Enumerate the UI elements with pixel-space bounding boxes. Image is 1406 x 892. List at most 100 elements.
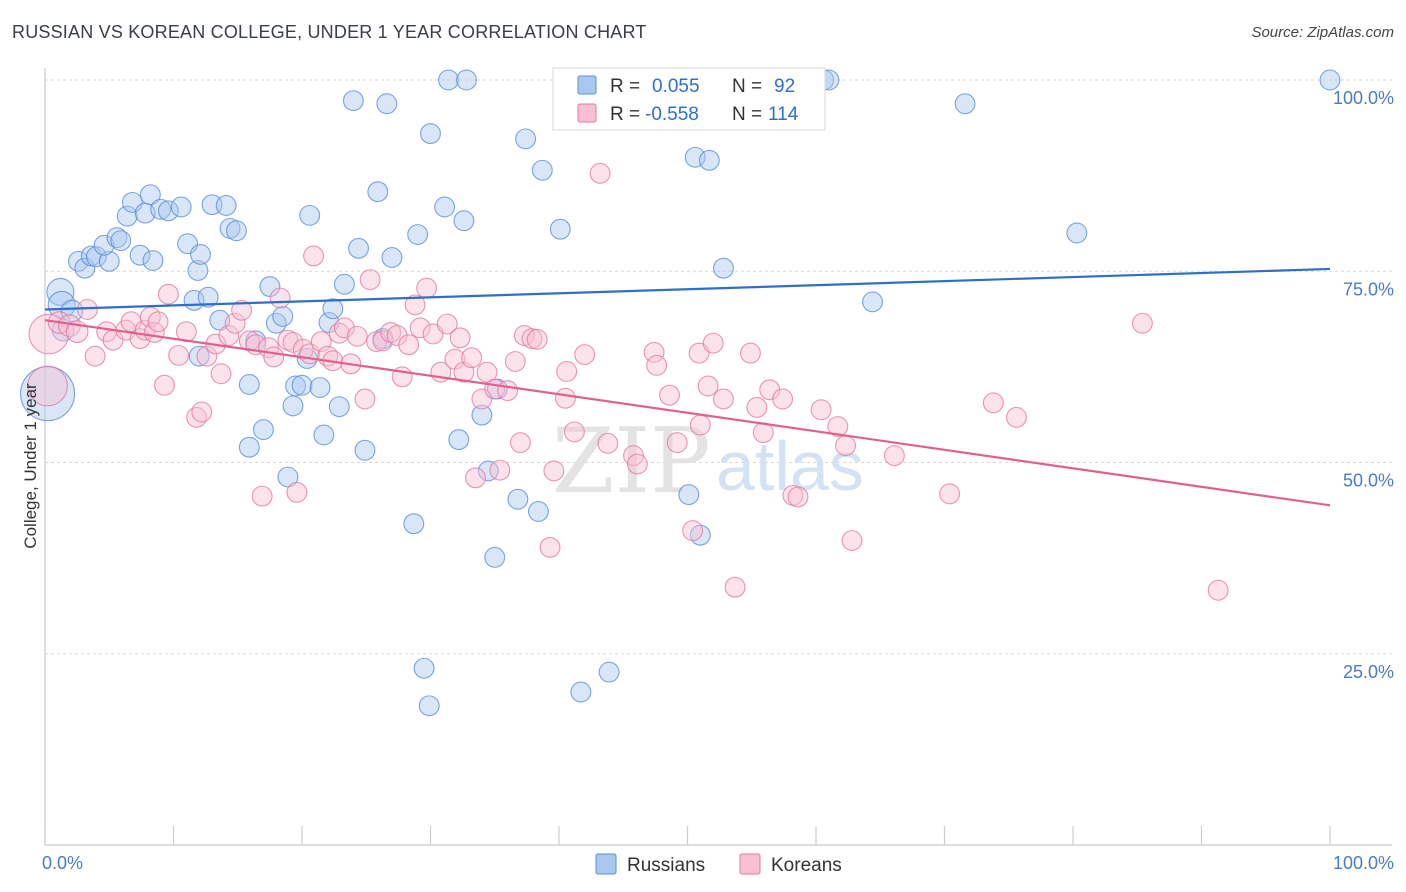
russians-point [527, 501, 549, 522]
koreans-point [461, 347, 483, 369]
legend-koreans-swatch [739, 853, 761, 875]
koreans-point [168, 344, 190, 366]
series-legend: Russians Koreans [595, 853, 842, 876]
koreans-point [409, 317, 431, 339]
russians-point [448, 429, 470, 450]
russians-point [434, 196, 456, 218]
russians-point [277, 466, 299, 488]
koreans-point [688, 342, 710, 364]
koreans-point [449, 327, 471, 349]
russians-point [93, 234, 115, 256]
russians-point [188, 345, 210, 367]
data-points [20, 69, 1341, 717]
trend-lines [44, 267, 1331, 507]
axes [44, 68, 1392, 846]
koreans-point [84, 345, 106, 367]
koreans-point [224, 312, 246, 334]
russians-point [862, 291, 883, 313]
koreans-point [465, 467, 486, 489]
russians-point [209, 309, 231, 331]
russians-point [226, 220, 247, 242]
russians-point [322, 298, 344, 320]
x-tick-label: 100.0% [1333, 853, 1394, 873]
russians-point [150, 198, 172, 220]
koreans-point [1207, 579, 1229, 601]
russians-point [313, 424, 335, 446]
koreans-r-label: R = [610, 104, 640, 125]
koreans-point [689, 414, 711, 436]
russians-point [484, 546, 506, 568]
russians-point [954, 93, 976, 115]
koreans-point [398, 334, 420, 356]
koreans-point [666, 432, 688, 454]
russians-point [106, 227, 128, 249]
russians-point [456, 69, 477, 91]
chart-title: RUSSIAN VS KOREAN COLLEGE, UNDER 1 YEAR … [12, 22, 647, 42]
russians-point [272, 305, 294, 327]
koreans-point [810, 399, 832, 421]
russians-point [531, 159, 553, 181]
russians-point [507, 488, 529, 510]
koreans-point [1006, 406, 1027, 428]
koreans-point [626, 453, 648, 475]
russians-point [328, 396, 350, 418]
koreans-point [210, 363, 232, 385]
russians-n-label: N = [732, 76, 762, 97]
koreans-point [597, 432, 619, 454]
stats-legend: R = 0.055 N = 92 R = -0.558 N = 114 [552, 67, 826, 131]
russians-point [142, 250, 164, 271]
koreans-point [713, 388, 734, 410]
y-axis-label: College, Under 1 year [21, 383, 40, 549]
russians-point [515, 128, 537, 150]
koreans-point [982, 392, 1004, 414]
russians-point [157, 200, 179, 222]
russians-point [170, 196, 192, 218]
koreans-trend-line [44, 319, 1331, 507]
russians-point [238, 374, 260, 395]
russians-point [367, 181, 389, 203]
russians-point [348, 237, 369, 259]
koreans-point [939, 483, 961, 505]
tick-labels: 25.0% 50.0% 75.0% 100.0% 0.0% 100.0% [42, 88, 1394, 873]
koreans-point [251, 485, 273, 507]
koreans-point [589, 162, 611, 184]
legend-russians-label: Russians [627, 855, 705, 876]
stats-legend-box [552, 67, 826, 131]
russians-point [1066, 222, 1088, 244]
russians-point [110, 230, 132, 252]
koreans-point [521, 328, 543, 350]
russians-point [253, 419, 274, 441]
russians-point [116, 205, 138, 227]
koreans-point [416, 277, 438, 299]
koreans-n-value: 114 [768, 104, 799, 125]
x-tick-label: 0.0% [42, 853, 83, 873]
russians-point [698, 149, 720, 171]
russians-point [190, 243, 211, 265]
russians-point [420, 123, 441, 145]
koreans-point [827, 416, 849, 437]
koreans-point [147, 311, 169, 333]
russians-point [453, 210, 475, 232]
russians-point [471, 404, 493, 426]
russians-point [570, 681, 592, 703]
koreans-point [489, 459, 511, 481]
koreans-point [554, 387, 576, 409]
russians-point [549, 218, 571, 240]
koreans-point [697, 375, 719, 397]
russians-n-value: 92 [774, 76, 795, 97]
koreans-point [740, 342, 761, 364]
y-tick-label: 25.0% [1343, 662, 1394, 682]
koreans-point [218, 325, 240, 346]
russians-point [381, 247, 403, 268]
russians-point [407, 224, 429, 245]
koreans-point [354, 388, 376, 410]
koreans-point [286, 481, 308, 503]
koreans-point [346, 325, 368, 347]
koreans-point [841, 530, 863, 551]
koreans-point [504, 351, 526, 372]
watermark-zip: ZIP [552, 409, 711, 514]
koreans-point [422, 323, 444, 345]
russians-point [333, 273, 355, 295]
legend-koreans-label: Koreans [771, 855, 842, 876]
russians-point [238, 436, 260, 458]
